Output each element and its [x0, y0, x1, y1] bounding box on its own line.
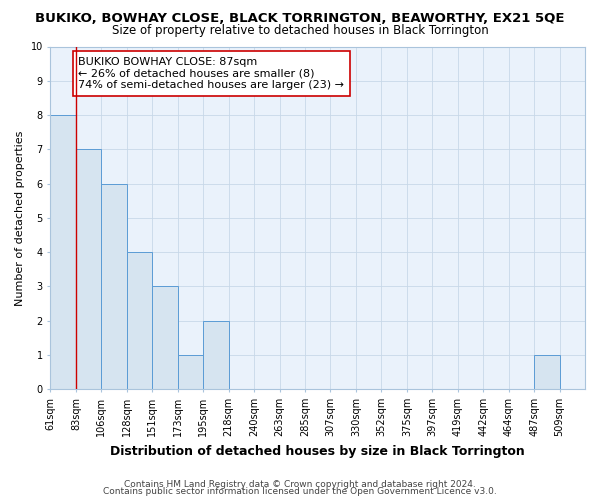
Y-axis label: Number of detached properties: Number of detached properties: [15, 130, 25, 306]
Text: BUKIKO, BOWHAY CLOSE, BLACK TORRINGTON, BEAWORTHY, EX21 5QE: BUKIKO, BOWHAY CLOSE, BLACK TORRINGTON, …: [35, 12, 565, 26]
X-axis label: Distribution of detached houses by size in Black Torrington: Distribution of detached houses by size …: [110, 444, 525, 458]
Bar: [152, 286, 178, 389]
Text: Contains public sector information licensed under the Open Government Licence v3: Contains public sector information licen…: [103, 488, 497, 496]
Bar: [178, 355, 203, 389]
Bar: [203, 320, 229, 389]
Bar: [534, 355, 560, 389]
Text: Contains HM Land Registry data © Crown copyright and database right 2024.: Contains HM Land Registry data © Crown c…: [124, 480, 476, 489]
Text: Size of property relative to detached houses in Black Torrington: Size of property relative to detached ho…: [112, 24, 488, 37]
Text: BUKIKO BOWHAY CLOSE: 87sqm
← 26% of detached houses are smaller (8)
74% of semi-: BUKIKO BOWHAY CLOSE: 87sqm ← 26% of deta…: [79, 57, 344, 90]
Bar: [76, 150, 101, 389]
Bar: [50, 115, 76, 389]
Bar: [101, 184, 127, 389]
Bar: [127, 252, 152, 389]
